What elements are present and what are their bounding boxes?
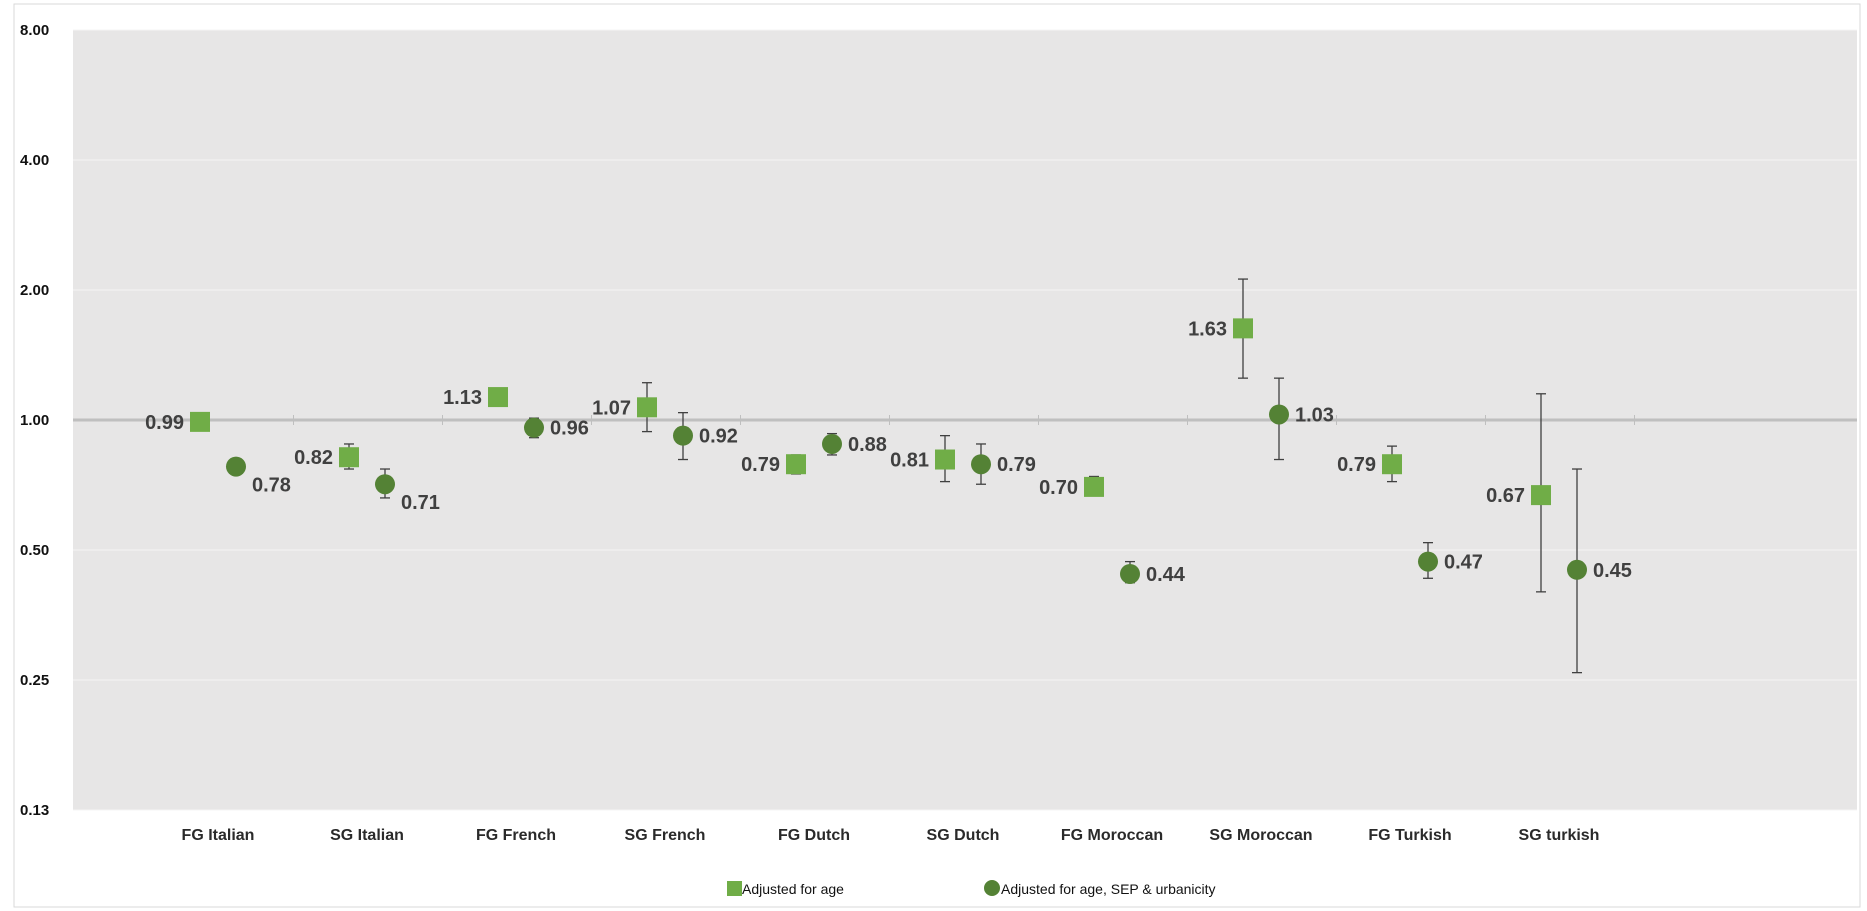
y-tick-label: 2.00 [20, 282, 49, 299]
square-marker [1233, 318, 1253, 339]
square-marker [786, 454, 806, 475]
data-label: 0.78 [252, 475, 291, 497]
legend-square-marker [727, 881, 742, 896]
circle-marker [971, 454, 991, 475]
circle-marker [375, 474, 395, 495]
data-marks: 0.99 0.82 1.13 1.07 0.79 0.81 0.70 1.63 0.79 0.67… [145, 278, 1632, 674]
circle-marker [1120, 563, 1140, 584]
circle-marker [673, 425, 693, 446]
circle-marker [1567, 559, 1587, 580]
square-marker [1084, 476, 1104, 497]
data-label: 0.92 [699, 426, 738, 448]
y-tick-label: 1.00 [20, 412, 49, 429]
y-tick-label: 0.25 [20, 672, 49, 689]
reference-line [73, 415, 1857, 425]
square-marker [935, 449, 955, 470]
legend-circle-marker [984, 880, 1000, 896]
x-tick-label: FG Moroccan [1061, 827, 1163, 844]
legend: Adjusted for age Adjusted for age, SEP & … [727, 880, 1216, 897]
data-label: 0.79 [1337, 454, 1376, 476]
data-label: 0.99 [145, 412, 184, 434]
data-label: 0.79 [741, 454, 780, 476]
data-label: 1.07 [592, 397, 631, 419]
x-tick-label: SG Dutch [927, 827, 1000, 844]
data-label: 0.44 [1146, 564, 1186, 586]
y-tick-label: 8.00 [20, 22, 49, 39]
x-axis: FG Italian SG Italian FG French SG French FG… [182, 827, 1600, 844]
square-marker [1531, 485, 1551, 506]
x-tick-label: FG Italian [182, 827, 255, 844]
data-label: 0.67 [1486, 485, 1525, 507]
x-tick-label: SG French [625, 827, 706, 844]
square-marker [637, 397, 657, 418]
x-tick-label: SG turkish [1519, 827, 1600, 844]
square-marker [488, 387, 508, 408]
x-tick-label: FG Dutch [778, 827, 850, 844]
y-axis: 8.00 4.00 2.00 1.00 0.50 0.25 0.13 [20, 22, 49, 819]
gridlines [73, 29, 1857, 811]
data-label: 0.88 [848, 434, 887, 456]
x-tick-label: SG Italian [330, 827, 404, 844]
data-label: 0.82 [294, 447, 333, 469]
data-label: 1.63 [1188, 318, 1227, 340]
data-label: 0.79 [997, 454, 1036, 476]
x-tick-label: FG French [476, 827, 556, 844]
y-tick-label: 0.13 [20, 802, 49, 819]
data-label: 0.81 [890, 450, 929, 472]
circle-marker [1269, 404, 1289, 425]
square-marker [339, 447, 359, 468]
x-tick-label: SG Moroccan [1209, 827, 1312, 844]
chart-frame [13, 3, 1861, 908]
data-label: 0.96 [550, 418, 589, 440]
y-tick-label: 0.50 [20, 542, 49, 559]
legend-label: Adjusted for age, SEP & urbanicity [1001, 881, 1216, 897]
data-label: 0.70 [1039, 477, 1078, 499]
data-label: 1.03 [1295, 404, 1334, 426]
circle-marker [524, 417, 544, 438]
circle-marker [1418, 551, 1438, 572]
data-label: 0.71 [401, 492, 440, 514]
circle-marker [226, 456, 246, 477]
legend-label: Adjusted for age [742, 881, 844, 897]
data-label: 0.47 [1444, 552, 1483, 574]
y-tick-label: 4.00 [20, 152, 49, 169]
data-label: 0.45 [1593, 560, 1632, 582]
x-tick-label: FG Turkish [1368, 827, 1451, 844]
square-marker [190, 411, 210, 432]
circle-marker [822, 433, 842, 454]
square-marker [1382, 454, 1402, 475]
data-label: 1.13 [443, 387, 482, 409]
